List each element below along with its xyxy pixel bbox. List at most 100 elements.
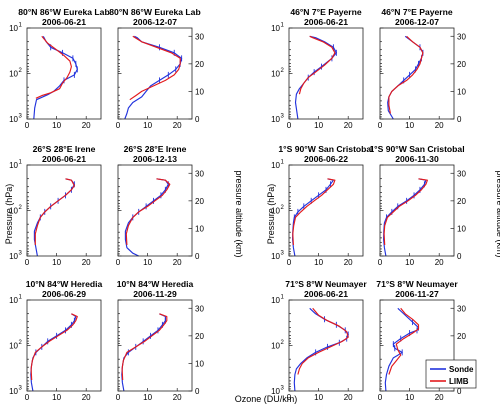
panel-title-date: 2006-11-27: [395, 289, 439, 299]
x-tick-label: 10: [314, 121, 323, 130]
altitude-tick-label: 0: [457, 115, 462, 124]
panel-frame: [117, 27, 193, 120]
panel-frame: [26, 299, 102, 392]
x-tick-label: 20: [435, 258, 444, 267]
x-tick-label: 0: [287, 121, 292, 130]
panel-title-date: 2006-06-21: [42, 154, 86, 164]
x-tick-label: 10: [314, 258, 323, 267]
x-tick-label: 0: [378, 258, 383, 267]
sonde-profile-line: [383, 178, 427, 257]
pressure-tick-exponent: 3: [281, 386, 285, 392]
altitude-tick-label: 30: [195, 304, 204, 313]
limb-profile-line: [125, 178, 171, 246]
x-tick-label: 0: [378, 393, 383, 402]
panel-frame: [379, 27, 455, 120]
pressure-tick-label: 10: [9, 70, 18, 79]
altitude-tick-label: 30: [457, 304, 466, 313]
x-tick-label: 20: [344, 393, 353, 402]
pressure-tick-exponent: 2: [19, 68, 23, 74]
legend: Sonde LIMB: [425, 359, 477, 389]
pressure-tick-label: 10: [9, 296, 18, 305]
x-tick-label: 10: [314, 393, 323, 402]
panel-title-station: 1°S 90°W San Cristobal: [278, 144, 373, 154]
altitude-tick-label: 20: [195, 60, 204, 69]
panel-title-station: 71°S 8°W Neumayer: [376, 279, 458, 289]
x-tick-label: 0: [25, 393, 30, 402]
altitude-tick-label: 10: [195, 359, 204, 368]
legend-box: [425, 359, 477, 389]
x-tick-label: 10: [405, 393, 414, 402]
panel-frame: [379, 164, 455, 257]
pressure-tick-label: 10: [271, 342, 280, 351]
pressure-tick-label: 10: [271, 387, 280, 396]
panel-title-date: 2006-06-21: [304, 289, 348, 299]
altitude-tick-label: 30: [195, 32, 204, 41]
pressure-tick-exponent: 3: [19, 251, 23, 257]
x-tick-label: 20: [344, 121, 353, 130]
panel-title-station: 10°N 84°W Heredia: [26, 279, 103, 289]
limb-profile-line: [292, 178, 336, 246]
pressure-tick-exponent: 1: [281, 23, 285, 29]
x-tick-label: 0: [287, 393, 292, 402]
y-axis-label-altitude-right: pressure altitude (km): [495, 170, 500, 257]
panel-title-station: 80°N 86°W Eureka Lab: [18, 7, 109, 17]
sonde-profile-line: [30, 313, 77, 392]
sonde-profile-line: [124, 35, 183, 120]
pressure-tick-exponent: 2: [19, 340, 23, 346]
x-tick-label: 20: [173, 121, 182, 130]
x-tick-label: 10: [52, 258, 61, 267]
y-axis-label-altitude: pressure altitude (km): [234, 170, 244, 257]
altitude-tick-label: 0: [457, 252, 462, 261]
pressure-tick-label: 10: [9, 387, 18, 396]
altitude-tick-label: 30: [195, 169, 204, 178]
x-tick-label: 0: [116, 393, 121, 402]
panel-title-date: 2006-11-30: [395, 154, 439, 164]
altitude-tick-label: 20: [195, 332, 204, 341]
panel-title-station: 10°N 84°W Heredia: [117, 279, 194, 289]
limb-profile-line: [30, 313, 78, 381]
x-tick-label: 0: [25, 258, 30, 267]
panel-title-date: 2006-06-22: [304, 154, 348, 164]
pressure-tick-label: 10: [271, 70, 280, 79]
x-tick-label: 20: [82, 121, 91, 130]
legend-sonde-label: Sonde: [449, 365, 474, 374]
altitude-tick-label: 0: [195, 387, 200, 396]
sonde-profile-line: [387, 35, 424, 120]
pressure-tick-label: 10: [9, 24, 18, 33]
y-axis-label-pressure-right: Pressure (hPa): [266, 184, 276, 245]
altitude-tick-label: 20: [457, 332, 466, 341]
x-tick-label: 10: [143, 393, 152, 402]
altitude-tick-label: 10: [195, 87, 204, 96]
limb-profile-line: [35, 35, 72, 99]
panel-title-date: 2006-06-21: [42, 17, 86, 27]
panel-title-date: 2006-12-07: [133, 17, 177, 27]
pressure-tick-label: 10: [271, 252, 280, 261]
pressure-tick-label: 10: [271, 296, 280, 305]
panel-title-date: 2006-11-29: [133, 289, 177, 299]
pressure-tick-exponent: 1: [19, 23, 23, 29]
x-tick-label: 20: [344, 258, 353, 267]
x-tick-label: 20: [82, 258, 91, 267]
x-tick-label: 10: [52, 393, 61, 402]
x-tick-label: 10: [143, 258, 152, 267]
limb-profile-line: [298, 35, 336, 95]
x-tick-label: 10: [405, 121, 414, 130]
x-tick-label: 20: [173, 393, 182, 402]
altitude-tick-label: 0: [195, 252, 200, 261]
pressure-tick-exponent: 2: [281, 68, 285, 74]
pressure-tick-exponent: 1: [281, 295, 285, 301]
panel-frame: [26, 27, 102, 120]
sonde-profile-line: [124, 178, 169, 257]
pressure-tick-label: 10: [271, 207, 280, 216]
altitude-tick-label: 10: [195, 224, 204, 233]
pressure-tick-exponent: 1: [281, 160, 285, 166]
